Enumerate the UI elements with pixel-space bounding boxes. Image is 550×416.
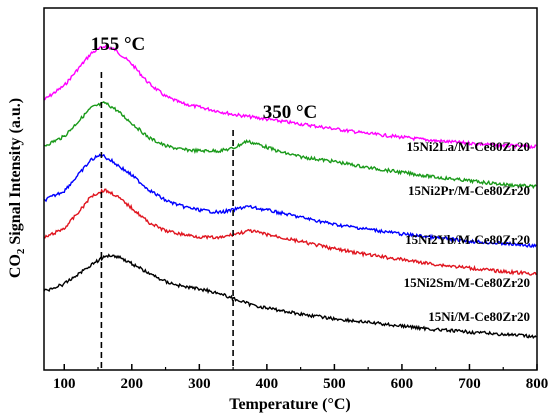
series-label: 15Ni2La/M-Ce80Zr20	[407, 139, 530, 154]
series-layer: 15Ni2La/M-Ce80Zr20 15Ni2Pr/M-Ce80Zr20 15Ni…	[43, 44, 537, 340]
series-line	[43, 188, 537, 276]
x-tick-label: 300	[188, 376, 211, 392]
plot-frame	[43, 7, 538, 371]
series-line	[43, 253, 537, 340]
y-axis-title: CO2 Signal Intensity (a.u.)	[7, 98, 27, 278]
x-tick-label: 600	[391, 376, 414, 392]
series-line	[43, 153, 537, 249]
series-line	[43, 101, 537, 190]
x-tick-label: 700	[458, 376, 481, 392]
tick-layer: 100 200 300 400 500 600 700 800	[53, 364, 548, 392]
x-tick-label: 100	[53, 376, 76, 392]
peak-label: 155 °C	[91, 34, 146, 55]
x-tick-label: 800	[526, 376, 549, 392]
series-label: 15Ni/M-Ce80Zr20	[428, 309, 530, 324]
annotation-layer: 155 °C 350 °C	[91, 34, 318, 370]
series-label: 15Ni2Pr/M-Ce80Zr20	[408, 183, 530, 198]
series-label: 15Ni2Yb/M-Ce80Zr20	[405, 232, 530, 247]
x-tick-label: 200	[121, 376, 144, 392]
peak-label: 350 °C	[263, 102, 318, 123]
x-axis-title: Temperature (°C)	[229, 396, 350, 413]
x-tick-label: 400	[256, 376, 279, 392]
series-line	[43, 44, 537, 150]
series-label: 15Ni2Sm/M-Ce80Zr20	[404, 275, 530, 290]
x-tick-label: 500	[323, 376, 346, 392]
